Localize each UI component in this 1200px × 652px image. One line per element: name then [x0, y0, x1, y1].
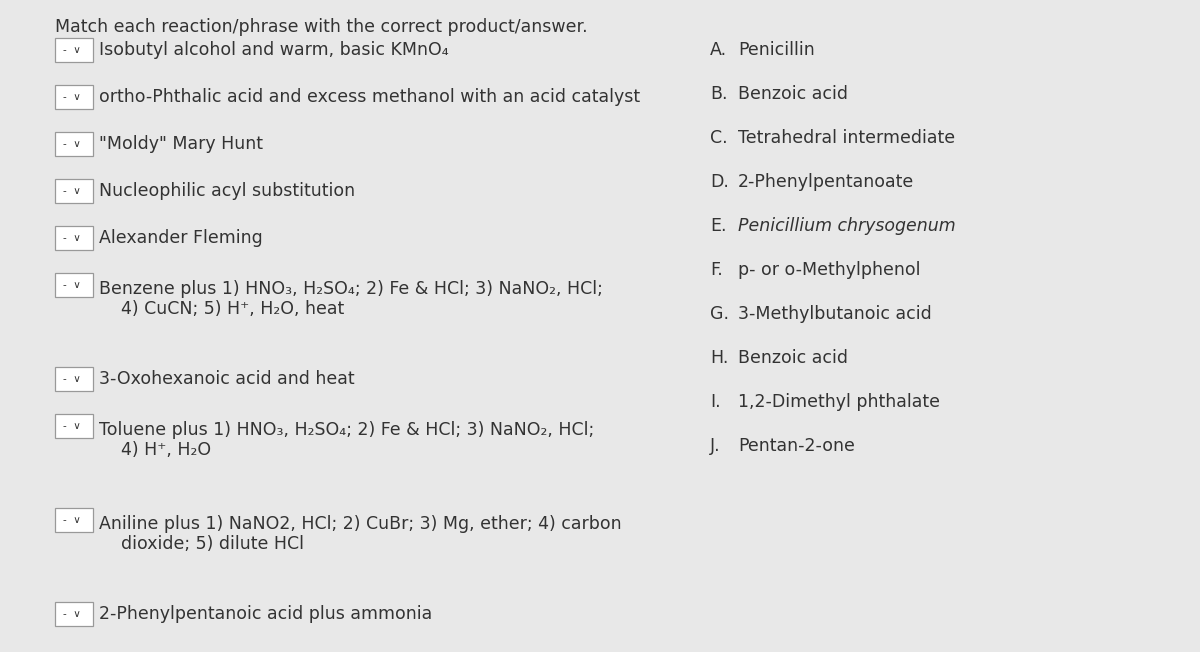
Text: I.: I.: [710, 393, 721, 411]
FancyBboxPatch shape: [55, 38, 94, 62]
Text: Aniline plus 1) NaNO2, HCl; 2) CuBr; 3) Mg, ether; 4) carbon: Aniline plus 1) NaNO2, HCl; 2) CuBr; 3) …: [98, 515, 622, 533]
Text: A.: A.: [710, 41, 727, 59]
Text: F.: F.: [710, 261, 722, 279]
Text: Match each reaction/phrase with the correct product/answer.: Match each reaction/phrase with the corr…: [55, 18, 588, 36]
Text: 2-Phenylpentanoate: 2-Phenylpentanoate: [738, 173, 914, 191]
FancyBboxPatch shape: [55, 179, 94, 203]
Text: 1,2-Dimethyl phthalate: 1,2-Dimethyl phthalate: [738, 393, 940, 411]
Text: "Moldy" Mary Hunt: "Moldy" Mary Hunt: [98, 135, 263, 153]
FancyBboxPatch shape: [55, 226, 94, 250]
Text: -  ∨: - ∨: [64, 515, 82, 525]
FancyBboxPatch shape: [55, 367, 94, 391]
Text: Benzoic acid: Benzoic acid: [738, 85, 848, 103]
Text: 4) H⁺, H₂O: 4) H⁺, H₂O: [98, 441, 211, 458]
Text: Pentan-2-one: Pentan-2-one: [738, 437, 854, 455]
Text: 3-Methylbutanoic acid: 3-Methylbutanoic acid: [738, 305, 931, 323]
Text: -  ∨: - ∨: [64, 186, 82, 196]
Text: -  ∨: - ∨: [64, 280, 82, 290]
Text: -  ∨: - ∨: [64, 421, 82, 431]
Text: -  ∨: - ∨: [64, 374, 82, 384]
Text: -  ∨: - ∨: [64, 92, 82, 102]
FancyBboxPatch shape: [55, 273, 94, 297]
FancyBboxPatch shape: [55, 132, 94, 156]
Text: -  ∨: - ∨: [64, 45, 82, 55]
Text: Alexander Fleming: Alexander Fleming: [98, 229, 263, 247]
Text: Toluene plus 1) HNO₃, H₂SO₄; 2) Fe & HCl; 3) NaNO₂, HCl;: Toluene plus 1) HNO₃, H₂SO₄; 2) Fe & HCl…: [98, 421, 594, 439]
Text: Benzoic acid: Benzoic acid: [738, 349, 848, 367]
Text: Nucleophilic acyl substitution: Nucleophilic acyl substitution: [98, 182, 355, 200]
Text: -  ∨: - ∨: [64, 609, 82, 619]
Text: Benzene plus 1) HNO₃, H₂SO₄; 2) Fe & HCl; 3) NaNO₂, HCl;: Benzene plus 1) HNO₃, H₂SO₄; 2) Fe & HCl…: [98, 280, 602, 298]
Text: D.: D.: [710, 173, 728, 191]
Text: dioxide; 5) dilute HCl: dioxide; 5) dilute HCl: [98, 535, 304, 553]
Text: Penicillin: Penicillin: [738, 41, 815, 59]
Text: 2-Phenylpentanoic acid plus ammonia: 2-Phenylpentanoic acid plus ammonia: [98, 605, 432, 623]
Text: E.: E.: [710, 217, 726, 235]
Text: -  ∨: - ∨: [64, 233, 82, 243]
Text: ortho-Phthalic acid and excess methanol with an acid catalyst: ortho-Phthalic acid and excess methanol …: [98, 88, 640, 106]
FancyBboxPatch shape: [55, 508, 94, 532]
Text: 3-Oxohexanoic acid and heat: 3-Oxohexanoic acid and heat: [98, 370, 355, 388]
Text: J.: J.: [710, 437, 721, 455]
FancyBboxPatch shape: [55, 602, 94, 626]
Text: p- or o-Methylphenol: p- or o-Methylphenol: [738, 261, 920, 279]
Text: G.: G.: [710, 305, 730, 323]
Text: Tetrahedral intermediate: Tetrahedral intermediate: [738, 129, 955, 147]
Text: C.: C.: [710, 129, 727, 147]
FancyBboxPatch shape: [55, 85, 94, 109]
FancyBboxPatch shape: [55, 414, 94, 438]
Text: B.: B.: [710, 85, 727, 103]
Text: Isobutyl alcohol and warm, basic KMnO₄: Isobutyl alcohol and warm, basic KMnO₄: [98, 41, 449, 59]
Text: H.: H.: [710, 349, 728, 367]
Text: -  ∨: - ∨: [64, 139, 82, 149]
Text: 4) CuCN; 5) H⁺, H₂O, heat: 4) CuCN; 5) H⁺, H₂O, heat: [98, 299, 344, 318]
Text: Penicillium chrysogenum: Penicillium chrysogenum: [738, 217, 955, 235]
